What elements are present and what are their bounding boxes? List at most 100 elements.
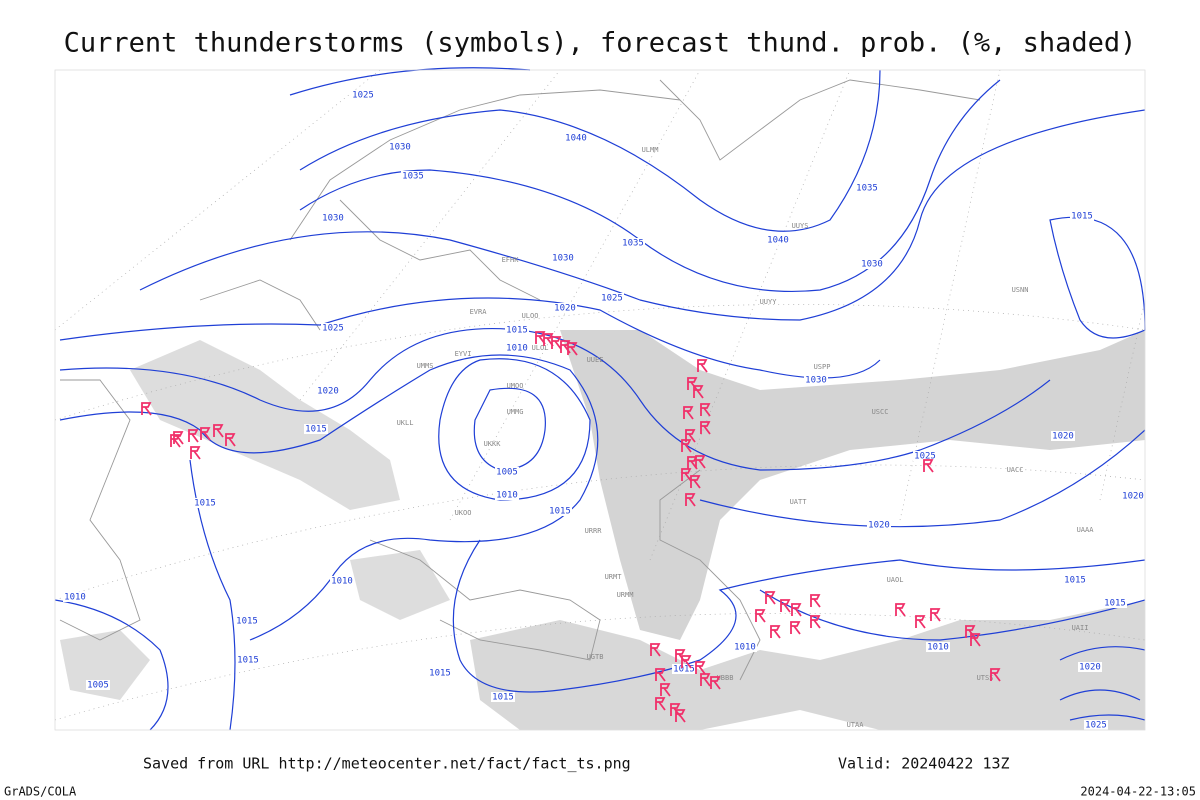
storm-symbol bbox=[693, 385, 704, 399]
label-backing bbox=[193, 498, 217, 508]
station-code: UKOO bbox=[455, 509, 472, 517]
isobar-label: 1015 bbox=[1104, 599, 1126, 609]
storm-symbol bbox=[551, 336, 562, 350]
label-backing bbox=[913, 451, 937, 461]
label-backing bbox=[495, 467, 519, 477]
isobar-label: 1010 bbox=[734, 643, 756, 653]
isobar-label: 1025 bbox=[601, 294, 623, 304]
station-code: EFHK bbox=[502, 256, 520, 264]
storm-symbol bbox=[810, 594, 821, 608]
storm-symbol bbox=[681, 655, 692, 669]
isobar-label: 1030 bbox=[805, 376, 827, 386]
label-backing bbox=[855, 183, 879, 193]
storm-symbol bbox=[681, 439, 692, 453]
storm-symbol bbox=[690, 475, 701, 489]
label-backing bbox=[621, 238, 645, 248]
storm-symbol bbox=[915, 615, 926, 629]
station-code: EVRA bbox=[470, 308, 488, 316]
label-backing bbox=[804, 375, 828, 385]
storm-symbol bbox=[200, 427, 211, 441]
label-backing bbox=[766, 235, 790, 245]
isobars bbox=[54, 67, 1146, 731]
storm-symbol bbox=[970, 633, 981, 647]
label-backing bbox=[505, 343, 529, 353]
station-code: UMMG bbox=[507, 408, 524, 416]
isobar-label: 1035 bbox=[622, 239, 644, 249]
station-code: URMT bbox=[605, 573, 623, 581]
label-backing bbox=[1078, 662, 1102, 672]
storm-symbol bbox=[697, 359, 708, 373]
label-backing bbox=[551, 253, 575, 263]
storm-symbol bbox=[190, 446, 201, 460]
storm-symbol bbox=[560, 340, 571, 354]
storm-symbol bbox=[790, 621, 801, 635]
station-code: UUYY bbox=[760, 298, 778, 306]
label-backing bbox=[860, 259, 884, 269]
isobar-label: 1030 bbox=[322, 214, 344, 224]
storm-symbol bbox=[810, 615, 821, 629]
probability-shading bbox=[60, 330, 1145, 730]
station-code: URMM bbox=[617, 591, 634, 599]
label-backing bbox=[1070, 211, 1094, 221]
station-code: URRR bbox=[585, 527, 603, 535]
label-backing bbox=[388, 142, 412, 152]
label-backing bbox=[553, 303, 577, 313]
isobar-label: 1015 bbox=[236, 617, 258, 627]
isobar-label: 1015 bbox=[305, 425, 327, 435]
isobar-label: 1010 bbox=[927, 643, 949, 653]
isobar-label: 1030 bbox=[861, 260, 883, 270]
storm-symbol bbox=[660, 683, 671, 697]
isobar-label: 1020 bbox=[317, 387, 339, 397]
label-backing bbox=[304, 424, 328, 434]
coastlines bbox=[59, 79, 981, 681]
storm-symbol bbox=[225, 433, 236, 447]
station-code: UUEE bbox=[587, 356, 604, 364]
storm-symbol bbox=[141, 402, 152, 416]
storm-symbol bbox=[895, 603, 906, 617]
station-code: UUYS bbox=[792, 222, 809, 230]
label-backing bbox=[600, 293, 624, 303]
label-backing bbox=[236, 655, 260, 665]
valid-time: Valid: 20240422 13Z bbox=[838, 755, 1010, 773]
storm-symbol bbox=[188, 429, 199, 443]
station-code: UACC bbox=[1007, 466, 1024, 474]
storm-symbol bbox=[655, 668, 666, 682]
map-frame: 1025 1030 1035 1030 1040 1035 1030 1025 1020 1025… bbox=[54, 67, 1146, 731]
station-code: USCC bbox=[872, 408, 889, 416]
label-backing bbox=[1051, 431, 1075, 441]
storm-symbol bbox=[770, 625, 781, 639]
isobar-label: 1015 bbox=[237, 656, 259, 666]
map-border bbox=[54, 69, 1146, 731]
storm-symbol bbox=[990, 668, 1001, 682]
isobar-label: 1035 bbox=[402, 172, 424, 182]
isobar-label: 1015 bbox=[1071, 212, 1093, 222]
storm-symbol bbox=[213, 424, 224, 438]
label-backing bbox=[1121, 491, 1145, 501]
isobar-label: 1040 bbox=[767, 236, 789, 246]
isobar-label: 1035 bbox=[856, 184, 878, 194]
label-backing bbox=[1063, 575, 1087, 585]
label-backing bbox=[505, 325, 529, 335]
isobar-label: 1030 bbox=[389, 143, 411, 153]
storm-symbol bbox=[710, 676, 721, 690]
isobar-label: 1015 bbox=[506, 326, 528, 336]
storm-symbol bbox=[681, 468, 692, 482]
isobar-label: 1020 bbox=[1079, 663, 1101, 673]
timestamp: 2024-04-22-13:05 bbox=[1080, 785, 1196, 799]
isobar-label: 1025 bbox=[352, 91, 374, 101]
station-code: UAAA bbox=[1077, 526, 1095, 534]
label-backing bbox=[672, 664, 696, 674]
software-credit: GrADS/COLA bbox=[4, 785, 77, 799]
storm-symbol bbox=[683, 406, 694, 420]
isobar-label: 1005 bbox=[87, 681, 109, 691]
station-code: UMMS bbox=[417, 362, 434, 370]
isobar-label: 1020 bbox=[1122, 492, 1144, 502]
isobar-label: 1010 bbox=[331, 577, 353, 587]
isobar-label: 1005 bbox=[496, 468, 518, 478]
label-backing bbox=[926, 642, 950, 652]
storm-symbol bbox=[655, 697, 666, 711]
storm-symbol bbox=[675, 709, 686, 723]
station-code: UATT bbox=[790, 498, 808, 506]
storm-symbol bbox=[695, 661, 706, 675]
isobar-label: 1010 bbox=[64, 593, 86, 603]
